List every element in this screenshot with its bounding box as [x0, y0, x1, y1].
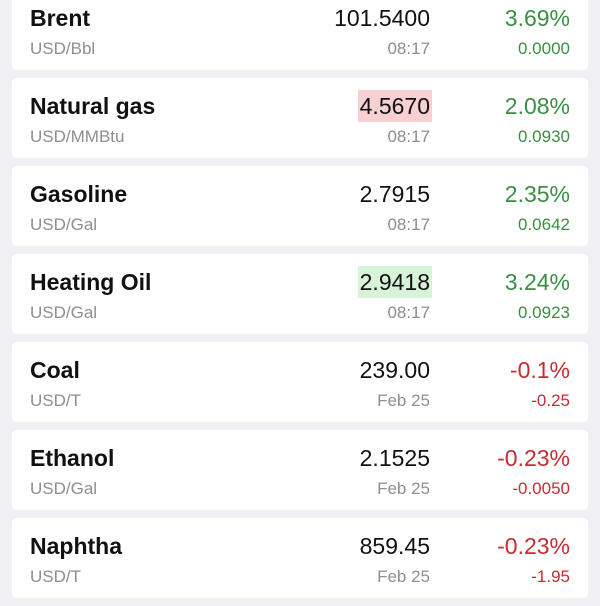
commodity-change: 0.0642 [518, 215, 570, 234]
commodity-time: Feb 25 [377, 479, 430, 498]
commodity-percent-change: -0.1% [509, 357, 570, 383]
commodity-row-brent[interactable]: Brent USD/Bbl 101.5400 08:17 3.69% 0.000… [12, 0, 588, 70]
commodity-percent-change: -0.23% [497, 533, 570, 559]
commodity-row-heating-oil[interactable]: Heating Oil USD/Gal 2.9418 08:17 3.24% 0… [12, 254, 588, 334]
commodity-name: Natural gas [30, 93, 156, 119]
commodity-price: 239.00 [359, 357, 430, 383]
commodity-time: 08:17 [387, 127, 430, 146]
commodity-change: 0.0923 [518, 303, 570, 322]
commodity-name: Gasoline [30, 181, 128, 207]
commodity-unit: USD/Bbl [30, 39, 96, 58]
commodity-name: Coal [30, 357, 80, 383]
commodity-price: 859.45 [359, 533, 430, 559]
commodity-change: 0.0000 [518, 39, 570, 58]
commodity-list: Brent USD/Bbl 101.5400 08:17 3.69% 0.000… [12, 0, 588, 606]
commodity-name: Ethanol [30, 445, 115, 471]
commodity-percent-change: -0.23% [497, 445, 570, 471]
commodity-change: 0.0930 [518, 127, 570, 146]
commodity-name: Naphtha [30, 533, 122, 559]
commodity-change: -0.0050 [512, 479, 570, 498]
commodity-unit: USD/MMBtu [30, 127, 125, 146]
commodity-price: 2.1525 [359, 445, 430, 471]
commodity-price: 2.9418 [357, 266, 432, 298]
commodity-time: 08:17 [387, 215, 430, 234]
commodity-price: 4.5670 [357, 90, 432, 122]
commodity-name: Brent [30, 5, 91, 31]
commodity-time: 08:17 [387, 303, 430, 322]
commodity-price: 2.7915 [359, 181, 430, 207]
commodity-percent-change: 2.35% [504, 181, 570, 207]
commodity-unit: USD/Gal [30, 479, 98, 498]
commodity-time: Feb 25 [377, 567, 430, 586]
commodity-row-coal[interactable]: Coal USD/T 239.00 Feb 25 -0.1% -0.25 [12, 342, 588, 422]
commodity-time: Feb 25 [377, 391, 430, 410]
commodity-unit: USD/Gal [30, 215, 98, 234]
commodity-percent-change: 2.08% [504, 93, 570, 119]
commodity-change: -0.25 [531, 391, 570, 410]
commodity-unit: USD/T [30, 567, 81, 586]
commodity-unit: USD/T [30, 391, 81, 410]
commodity-time: 08:17 [387, 39, 430, 58]
commodity-percent-change: 3.69% [504, 5, 570, 31]
commodity-percent-change: 3.24% [504, 269, 570, 295]
commodity-row-naphtha[interactable]: Naphtha USD/T 859.45 Feb 25 -0.23% -1.95 [12, 518, 588, 598]
commodity-row-natural-gas[interactable]: Natural gas USD/MMBtu 4.5670 08:17 2.08%… [12, 78, 588, 158]
commodity-unit: USD/Gal [30, 303, 98, 322]
commodity-row-ethanol[interactable]: Ethanol USD/Gal 2.1525 Feb 25 -0.23% -0.… [12, 430, 588, 510]
commodity-row-gasoline[interactable]: Gasoline USD/Gal 2.7915 08:17 2.35% 0.06… [12, 166, 588, 246]
commodity-price: 101.5400 [334, 5, 430, 31]
commodity-change: -1.95 [531, 567, 570, 586]
commodity-name: Heating Oil [30, 269, 152, 295]
